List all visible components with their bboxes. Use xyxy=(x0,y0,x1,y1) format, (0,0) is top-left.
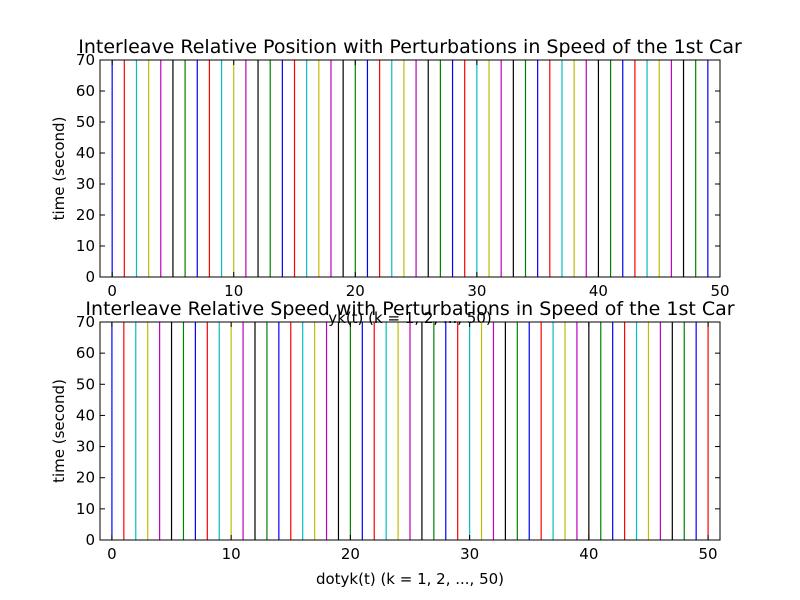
chart-bottom-y-tick-label: 70 xyxy=(76,313,95,331)
chart-top-frame xyxy=(99,59,721,278)
chart-top-x-tick-label: 50 xyxy=(710,282,729,300)
chart-top-y-tick-label: 50 xyxy=(76,113,95,131)
chart-bottom-y-tick-label: 20 xyxy=(76,469,95,487)
chart-bottom-y-tick-label: 40 xyxy=(76,406,95,424)
chart-bottom-x-tick-label: 40 xyxy=(579,545,598,563)
chart-top-y-tick-label: 0 xyxy=(85,268,95,286)
chart-bottom-y-tick-label: 60 xyxy=(76,344,95,362)
chart-bottom-y-axis-label: time (second) xyxy=(50,379,68,483)
chart-top-y-tick-label: 70 xyxy=(76,51,95,69)
chart-top-y-tick-label: 40 xyxy=(76,144,95,162)
chart-bottom-y-tick-label: 30 xyxy=(76,438,95,456)
chart-bottom: 0 10 20 30 40 50 0 10 20 30 40 50 60 70 Interleave R… xyxy=(50,298,735,588)
chart-top-y-ticks: 0 10 20 30 40 50 60 70 xyxy=(76,51,720,286)
chart-top-y-tick-label: 10 xyxy=(76,237,95,255)
chart-bottom-y-tick-label: 0 xyxy=(85,531,95,549)
chart-top-x-tick-label: 20 xyxy=(346,282,365,300)
chart-top-series-group xyxy=(111,60,709,277)
chart-top-y-tick-label: 60 xyxy=(76,82,95,100)
chart-bottom-x-ticks: 0 10 20 30 40 50 xyxy=(107,322,718,563)
chart-top-x-tick-label: 10 xyxy=(224,282,243,300)
chart-bottom-series-group xyxy=(111,322,709,540)
chart-bottom-x-tick-label: 10 xyxy=(222,545,241,563)
chart-bottom-x-tick-label: 0 xyxy=(107,545,117,563)
chart-bottom-y-tick-label: 10 xyxy=(76,500,95,518)
chart-bottom-y-ticks: 0 10 20 30 40 50 60 70 xyxy=(76,313,720,549)
chart-top-title: Interleave Relative Position with Pertur… xyxy=(78,36,742,58)
chart-top-x-tick-label: 30 xyxy=(467,282,486,300)
chart-top: Interleave Relative Position with Pertur… xyxy=(50,36,742,327)
chart-top-y-tick-label: 20 xyxy=(76,206,95,224)
chart-top-y-tick-label: 30 xyxy=(76,175,95,193)
chart-bottom-x-tick-label: 30 xyxy=(460,545,479,563)
chart-bottom-x-axis-label: dotyk(t) (k = 1, 2, ..., 50) xyxy=(316,570,504,588)
chart-top-x-tick-label: 0 xyxy=(107,282,117,300)
chart-bottom-title: Interleave Relative Speed with Perturbat… xyxy=(85,298,734,320)
chart-top-x-tick-label: 40 xyxy=(589,282,608,300)
chart-top-y-axis-label: time (second) xyxy=(50,117,68,221)
chart-bottom-x-tick-label: 20 xyxy=(341,545,360,563)
chart-bottom-x-tick-label: 50 xyxy=(699,545,718,563)
chart-bottom-y-tick-label: 50 xyxy=(76,375,95,393)
chart-top-x-ticks: 0 10 20 30 40 50 xyxy=(107,60,730,300)
chart-bottom-frame xyxy=(99,321,721,541)
